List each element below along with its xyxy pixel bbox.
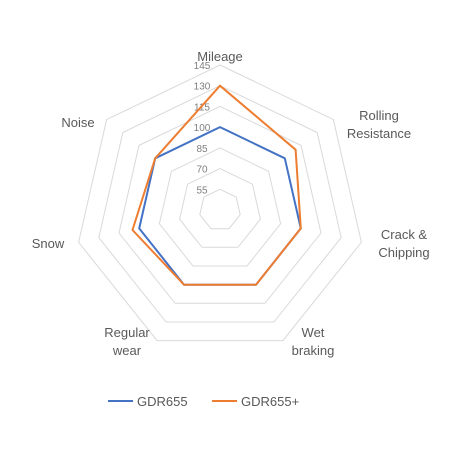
grid-ring-6 [78, 64, 362, 342]
category-label-crack-chipping: Crack & Chipping [378, 227, 429, 260]
tick-label: 115 [194, 102, 210, 113]
category-label-wet-braking: Wet braking [292, 325, 335, 358]
tick-label: 130 [194, 82, 211, 93]
tick-label: 145 [194, 61, 211, 72]
category-label-regular-wear: Regular wear [104, 325, 150, 358]
category-label-mileage: Mileage [197, 49, 243, 64]
grid-ring-4 [118, 105, 322, 304]
tick-label: 100 [194, 123, 211, 134]
grid-ring-5 [98, 85, 342, 323]
category-label-noise: Noise [61, 115, 94, 130]
tick-label: 70 [196, 165, 208, 176]
legend-label: GDR655 [137, 394, 188, 409]
category-label-snow: Snow [32, 236, 65, 251]
grid-ring-0 [199, 188, 241, 230]
chart-category-labels: Mileage Rolling Resistance Crack & Chipping W… [32, 49, 430, 358]
series-line-gdr655- [131, 84, 302, 286]
grid-ring-1 [179, 168, 261, 248]
chart-grid [78, 64, 362, 342]
chart-series [131, 84, 302, 286]
chart-tick-labels: 55 70 85 100 115 130 145 [194, 61, 211, 196]
grid-ring-2 [158, 147, 282, 267]
tick-label: 85 [196, 144, 208, 155]
chart-legend: GDR655 GDR655+ [108, 394, 299, 409]
tick-label: 55 [196, 185, 208, 196]
legend-label: GDR655+ [241, 394, 299, 409]
category-label-rolling-resistance: Rolling Resistance [347, 108, 411, 141]
